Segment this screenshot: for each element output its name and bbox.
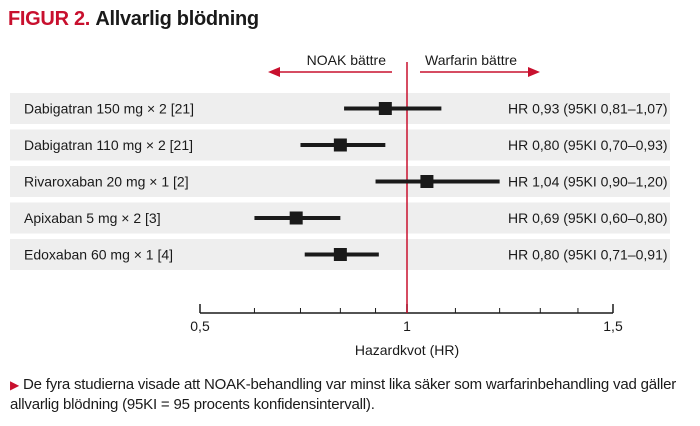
row-label: Dabigatran 110 mg × 2 [21] xyxy=(24,137,193,153)
direction-right-label: Warfarin bättre xyxy=(425,52,517,68)
x-tick-label: 1 xyxy=(403,318,411,334)
x-tick-label: 1,5 xyxy=(603,318,623,334)
footnote-text: De fyra studierna visade att NOAK-behand… xyxy=(10,376,677,413)
hr-marker xyxy=(420,175,434,188)
row-labels: Dabigatran 150 mg × 2 [21] HR 0,93 (95KI … xyxy=(24,101,668,263)
x-axis-label: Hazardkvot (HR) xyxy=(355,342,459,358)
hr-marker xyxy=(333,138,347,152)
row-band xyxy=(10,166,670,197)
row-estimate-text: HR 0,69 (95KI 0,60–0,80) xyxy=(508,210,668,226)
row-estimate-text: HR 0,80 (95KI 0,71–0,91) xyxy=(508,247,668,263)
x-tick-label: 0,5 xyxy=(190,318,210,334)
row-band xyxy=(10,93,670,124)
direction-left-label: NOAK bättre xyxy=(307,52,387,68)
row-estimate-text: HR 1,04 (95KI 0,90–1,20) xyxy=(508,174,668,190)
direction-arrows: NOAK bättre Warfarin bättre xyxy=(268,52,540,77)
row-label: Dabigatran 150 mg × 2 [21] xyxy=(24,101,194,117)
figure-label: FIGUR 2. xyxy=(8,8,91,30)
figure-title: FIGUR 2. Allvarlig blödning xyxy=(8,6,259,32)
row-estimate-text: HR 0,93 (95KI 0,81–1,07) xyxy=(508,101,668,117)
figure-heading: Allvarlig blödning xyxy=(95,8,259,30)
footnote-bullet-icon: ▶ xyxy=(10,378,20,392)
hr-marker xyxy=(289,211,303,225)
hr-marker xyxy=(378,102,392,115)
footnote: ▶ De fyra studierna visade att NOAK-behan… xyxy=(10,375,690,414)
left-arrowhead-icon xyxy=(268,67,280,77)
data-marks xyxy=(254,102,500,261)
right-arrowhead-icon xyxy=(528,67,540,77)
row-estimate-text: HR 0,80 (95KI 0,70–0,93) xyxy=(508,137,668,153)
hr-marker xyxy=(333,248,347,261)
row-label: Rivaroxaban 20 mg × 1 [2] xyxy=(24,174,189,190)
row-label: Apixaban 5 mg × 2 [3] xyxy=(24,210,161,226)
row-label: Edoxaban 60 mg × 1 [4] xyxy=(24,247,173,263)
forest-plot: 0,5 1 1,5 Hazardkvot (HR) NOAK bättre Warfar… xyxy=(10,52,670,358)
